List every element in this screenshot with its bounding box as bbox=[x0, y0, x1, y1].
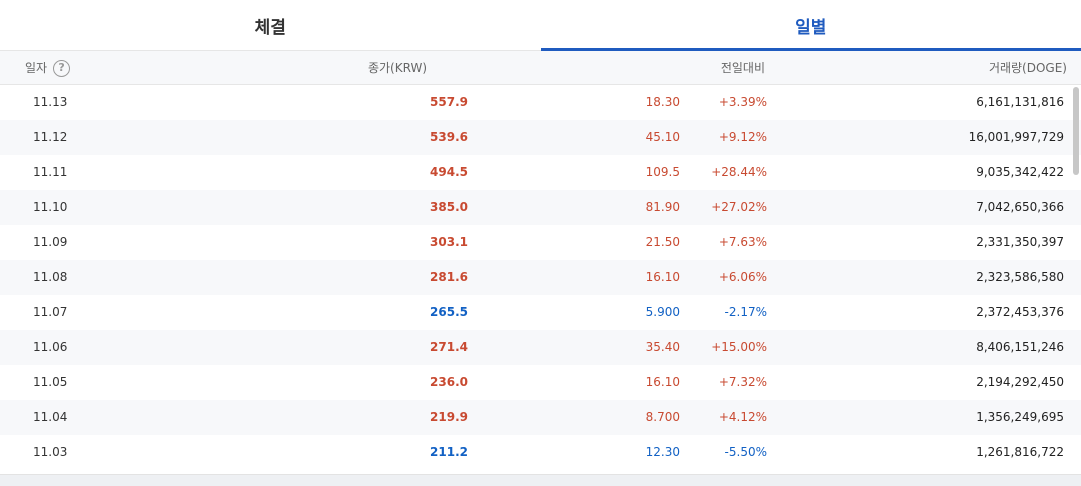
header-date: 일자 ? bbox=[25, 51, 71, 85]
row-close-price: 281.6 bbox=[430, 270, 468, 284]
table-row: 11.08 281.6 16.10 +6.06% 2,323,586,580 bbox=[0, 260, 1081, 295]
row-close-price: 271.4 bbox=[430, 340, 468, 354]
row-close-price: 219.9 bbox=[430, 410, 468, 424]
row-change-amount: 18.30 bbox=[645, 95, 680, 109]
table-row: 11.05 236.0 16.10 +7.32% 2,194,292,450 bbox=[0, 365, 1081, 400]
row-date: 11.12 bbox=[33, 130, 68, 144]
row-change-percent: +3.39% bbox=[718, 95, 767, 109]
row-change-amount: 109.5 bbox=[645, 165, 680, 179]
help-icon[interactable]: ? bbox=[53, 59, 71, 77]
tab-bar: 체결 일별 bbox=[0, 0, 1081, 51]
row-date: 11.13 bbox=[33, 95, 68, 109]
table-row: 11.07 265.5 5.900 -2.17% 2,372,453,376 bbox=[0, 295, 1081, 330]
row-volume: 6,161,131,816 bbox=[976, 95, 1064, 109]
table-row: 11.12 539.6 45.10 +9.12% 16,001,997,729 bbox=[0, 120, 1081, 155]
row-date: 11.05 bbox=[33, 375, 68, 389]
row-change-percent: -5.50% bbox=[724, 445, 767, 459]
row-volume: 2,194,292,450 bbox=[976, 375, 1064, 389]
table-row: 11.04 219.9 8.700 +4.12% 1,356,249,695 bbox=[0, 400, 1081, 435]
row-volume: 7,042,650,366 bbox=[976, 200, 1064, 214]
row-volume: 2,331,350,397 bbox=[976, 235, 1064, 249]
row-close-price: 385.0 bbox=[430, 200, 468, 214]
table-row: 11.06 271.4 35.40 +15.00% 8,406,151,246 bbox=[0, 330, 1081, 365]
header-change: 전일대비 bbox=[720, 61, 765, 75]
row-change-percent: -2.17% bbox=[724, 305, 767, 319]
row-date: 11.11 bbox=[33, 165, 68, 179]
table-row: 11.10 385.0 81.90 +27.02% 7,042,650,366 bbox=[0, 190, 1081, 225]
row-change-percent: +27.02% bbox=[711, 200, 767, 214]
row-date: 11.03 bbox=[33, 445, 68, 459]
tab-daily[interactable]: 일별 bbox=[540, 0, 1081, 51]
row-volume: 1,261,816,722 bbox=[976, 445, 1064, 459]
row-volume: 8,406,151,246 bbox=[976, 340, 1064, 354]
row-change-amount: 8.700 bbox=[645, 410, 680, 424]
row-change-amount: 21.50 bbox=[645, 235, 680, 249]
table-row: 11.13 557.9 18.30 +3.39% 6,161,131,816 bbox=[0, 85, 1081, 120]
table-row: 11.11 494.5 109.5 +28.44% 9,035,342,422 bbox=[0, 155, 1081, 190]
row-close-price: 303.1 bbox=[430, 235, 468, 249]
row-change-percent: +6.06% bbox=[718, 270, 767, 284]
row-date: 11.06 bbox=[33, 340, 68, 354]
row-date: 11.04 bbox=[33, 410, 68, 424]
row-change-percent: +4.12% bbox=[718, 410, 767, 424]
horizontal-scrollbar-track[interactable] bbox=[0, 474, 1081, 486]
row-change-percent: +9.12% bbox=[718, 130, 767, 144]
row-change-amount: 35.40 bbox=[645, 340, 680, 354]
row-close-price: 539.6 bbox=[430, 130, 468, 144]
row-date: 11.08 bbox=[33, 270, 68, 284]
row-change-amount: 45.10 bbox=[645, 130, 680, 144]
table-header: 일자 ? 종가(KRW) 전일대비 거래량(DOGE) bbox=[0, 51, 1081, 85]
row-date: 11.09 bbox=[33, 235, 68, 249]
header-close-price: 종가(KRW) bbox=[367, 61, 427, 75]
tab-trades[interactable]: 체결 bbox=[254, 17, 286, 38]
row-volume: 1,356,249,695 bbox=[976, 410, 1064, 424]
header-date-label: 일자 bbox=[25, 61, 48, 75]
row-close-price: 236.0 bbox=[430, 375, 468, 389]
scrollbar[interactable] bbox=[1073, 87, 1079, 175]
row-change-percent: +28.44% bbox=[711, 165, 767, 179]
row-change-percent: +15.00% bbox=[711, 340, 767, 354]
row-close-price: 494.5 bbox=[430, 165, 468, 179]
row-change-amount: 5.900 bbox=[645, 305, 680, 319]
row-change-amount: 16.10 bbox=[645, 270, 680, 284]
table-row: 11.03 211.2 12.30 -5.50% 1,261,816,722 bbox=[0, 435, 1081, 470]
row-change-percent: +7.32% bbox=[718, 375, 767, 389]
row-change-percent: +7.63% bbox=[718, 235, 767, 249]
row-change-amount: 16.10 bbox=[645, 375, 680, 389]
row-date: 11.07 bbox=[33, 305, 68, 319]
row-close-price: 211.2 bbox=[430, 445, 468, 459]
header-volume: 거래량(DOGE) bbox=[988, 61, 1067, 75]
row-volume: 2,323,586,580 bbox=[976, 270, 1064, 284]
row-volume: 2,372,453,376 bbox=[976, 305, 1064, 319]
row-volume: 16,001,997,729 bbox=[968, 130, 1064, 144]
table-row: 11.09 303.1 21.50 +7.63% 2,331,350,397 bbox=[0, 225, 1081, 260]
row-date: 11.10 bbox=[33, 200, 68, 214]
row-change-amount: 81.90 bbox=[645, 200, 680, 214]
row-close-price: 265.5 bbox=[430, 305, 468, 319]
row-change-amount: 12.30 bbox=[645, 445, 680, 459]
row-close-price: 557.9 bbox=[430, 95, 468, 109]
row-volume: 9,035,342,422 bbox=[976, 165, 1064, 179]
daily-price-list[interactable]: 11.13 557.9 18.30 +3.39% 6,161,131,816 11.12 5… bbox=[0, 85, 1081, 486]
